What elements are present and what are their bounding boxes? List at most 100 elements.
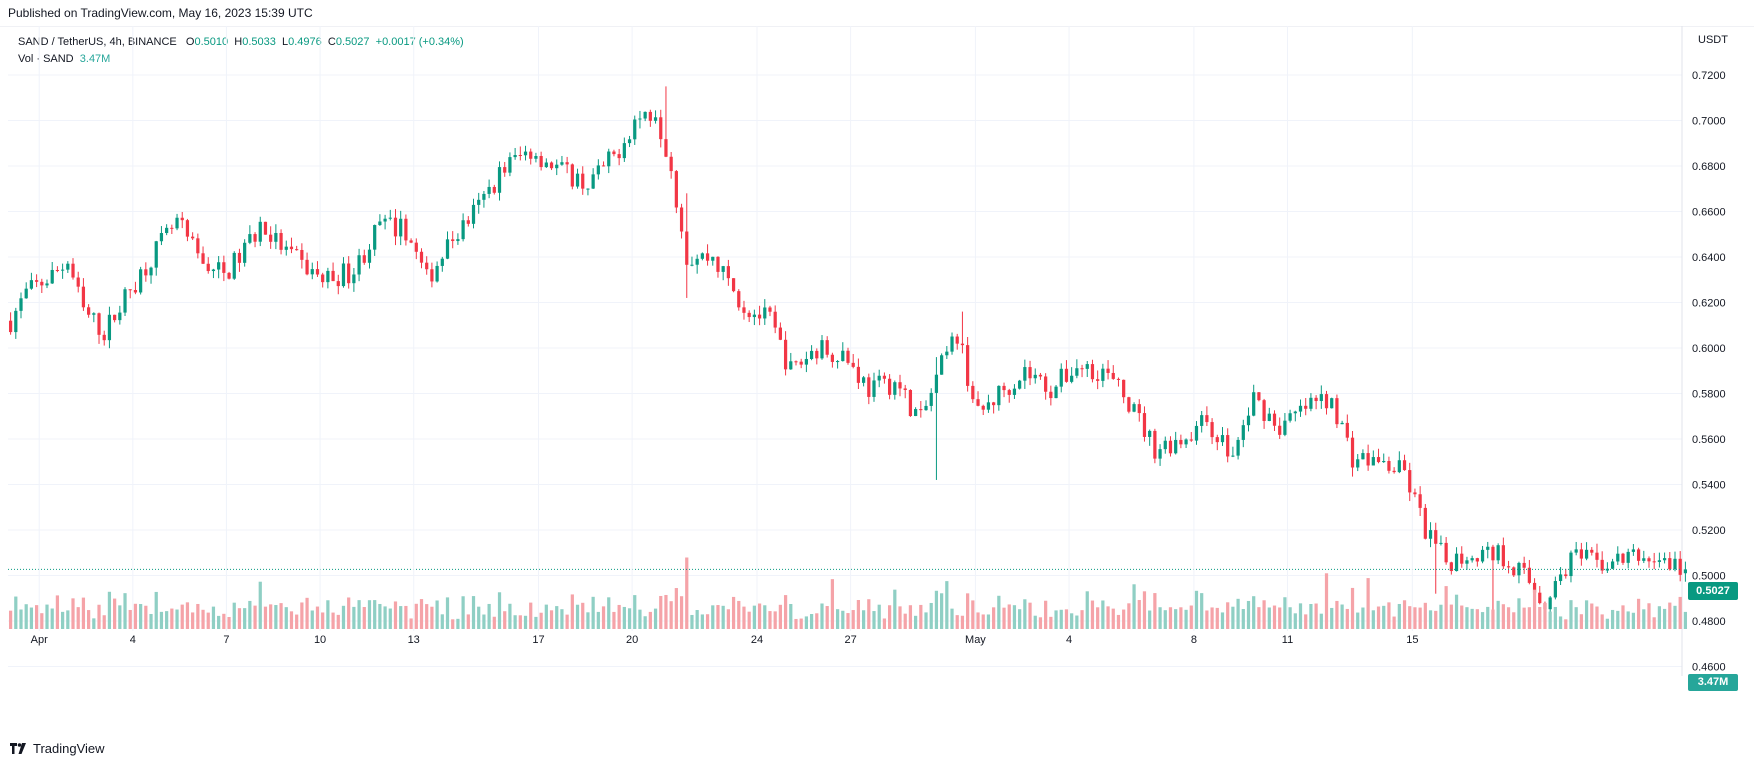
x-tick-label: 24 [751,634,763,646]
candle [737,289,741,311]
candle [175,213,179,231]
candle-body [1304,405,1308,409]
candle [461,213,465,242]
symbol-label[interactable]: SAND / TetherUS, 4h, BINANCE [18,36,177,48]
candle-body [1382,460,1386,463]
candle [887,374,892,400]
candle [1657,552,1662,568]
candle-body [503,167,507,173]
y-tick-label: 0.6000 [1692,343,1726,355]
candle-body [1267,413,1271,422]
volume-bar [867,599,871,629]
candlestick-chart[interactable]: 0.7200 0.7000 0.6800 0.6600 0.6400 0.6200 0.60… [0,26,1754,729]
candle-body [508,157,512,173]
candle [674,170,678,214]
candle-body [315,269,320,275]
candle-body [1163,440,1167,450]
candle-body [591,174,595,189]
candle [555,159,559,176]
candle-body [1439,542,1443,544]
candle-body [570,164,574,187]
candle-body [123,289,127,313]
volume-bar [986,614,991,629]
volume-bar [695,610,699,629]
candle-body [92,313,96,315]
candle [1007,388,1011,403]
volume-bar [747,611,751,629]
volume-bar [1423,602,1427,629]
candle [243,239,247,267]
candle-body [757,314,762,319]
candle [232,251,236,280]
candle [269,226,273,249]
candle [809,345,814,361]
x-tick-label: 13 [408,634,420,646]
candle-body [341,263,346,287]
candle-body [747,312,751,318]
candle-body [794,361,798,363]
volume-bar [1350,587,1355,629]
y-tick-label: 0.6200 [1692,298,1726,310]
candle-body [1356,459,1360,468]
candle [1116,377,1121,387]
candle-body [1423,507,1427,539]
volume-bar [326,600,330,629]
volume-label[interactable]: Vol · SAND [18,53,74,65]
tradingview-logo-icon [10,743,26,754]
candle [1319,385,1323,409]
candle-body [1371,457,1375,466]
candle-body [518,155,522,157]
y-tick-label: 0.7000 [1692,116,1726,128]
candle [830,352,835,368]
y-tick-label: 0.6600 [1692,207,1726,219]
candle [1148,429,1152,446]
candle-body [1080,368,1084,370]
candle [1600,551,1604,574]
volume-bar [139,604,143,629]
candle-body [1642,558,1646,561]
volume-bar [560,609,564,629]
currency-label: USDT [1698,34,1728,46]
candle-body [778,327,782,340]
footer-brand[interactable]: TradingView [10,741,105,756]
candle-body [477,199,481,205]
candle-body [1194,425,1199,441]
candle [643,111,647,122]
candle [1345,414,1349,442]
candle-body [1449,562,1453,572]
candle-body [1574,549,1578,553]
candle [627,135,632,148]
candle [1616,546,1620,565]
volume-bar [648,611,652,629]
candle [149,266,153,284]
candle-body [388,217,392,219]
volume-bar [378,603,382,629]
candle-body [768,307,772,312]
candle-body [326,270,330,283]
volume-bar [456,618,460,629]
candle-body [289,246,294,250]
candle [893,380,897,400]
volume-bar [1392,616,1396,629]
candle [440,256,444,272]
volume-bar [61,611,65,629]
volume-bar [81,597,86,629]
candle-body [955,336,959,344]
chart-area[interactable]: 0.7200 0.7000 0.6800 0.6600 0.6400 0.6200 0.60… [0,26,1754,729]
volume-bar [1179,607,1183,629]
volume-bar [794,618,798,629]
candle-body [1210,422,1214,438]
candle-body [357,255,361,275]
candle [950,332,954,355]
volume-bar [185,602,190,629]
candle-body [1673,558,1677,570]
candle [227,271,231,280]
candle-body [544,162,548,168]
volume-bar [87,610,91,629]
y-tick-label: 0.5800 [1692,389,1726,401]
volume-bar [726,609,730,629]
volume-bar [367,600,372,629]
candle-body [1246,415,1251,426]
candle [1059,363,1063,393]
candle-body [664,139,668,157]
